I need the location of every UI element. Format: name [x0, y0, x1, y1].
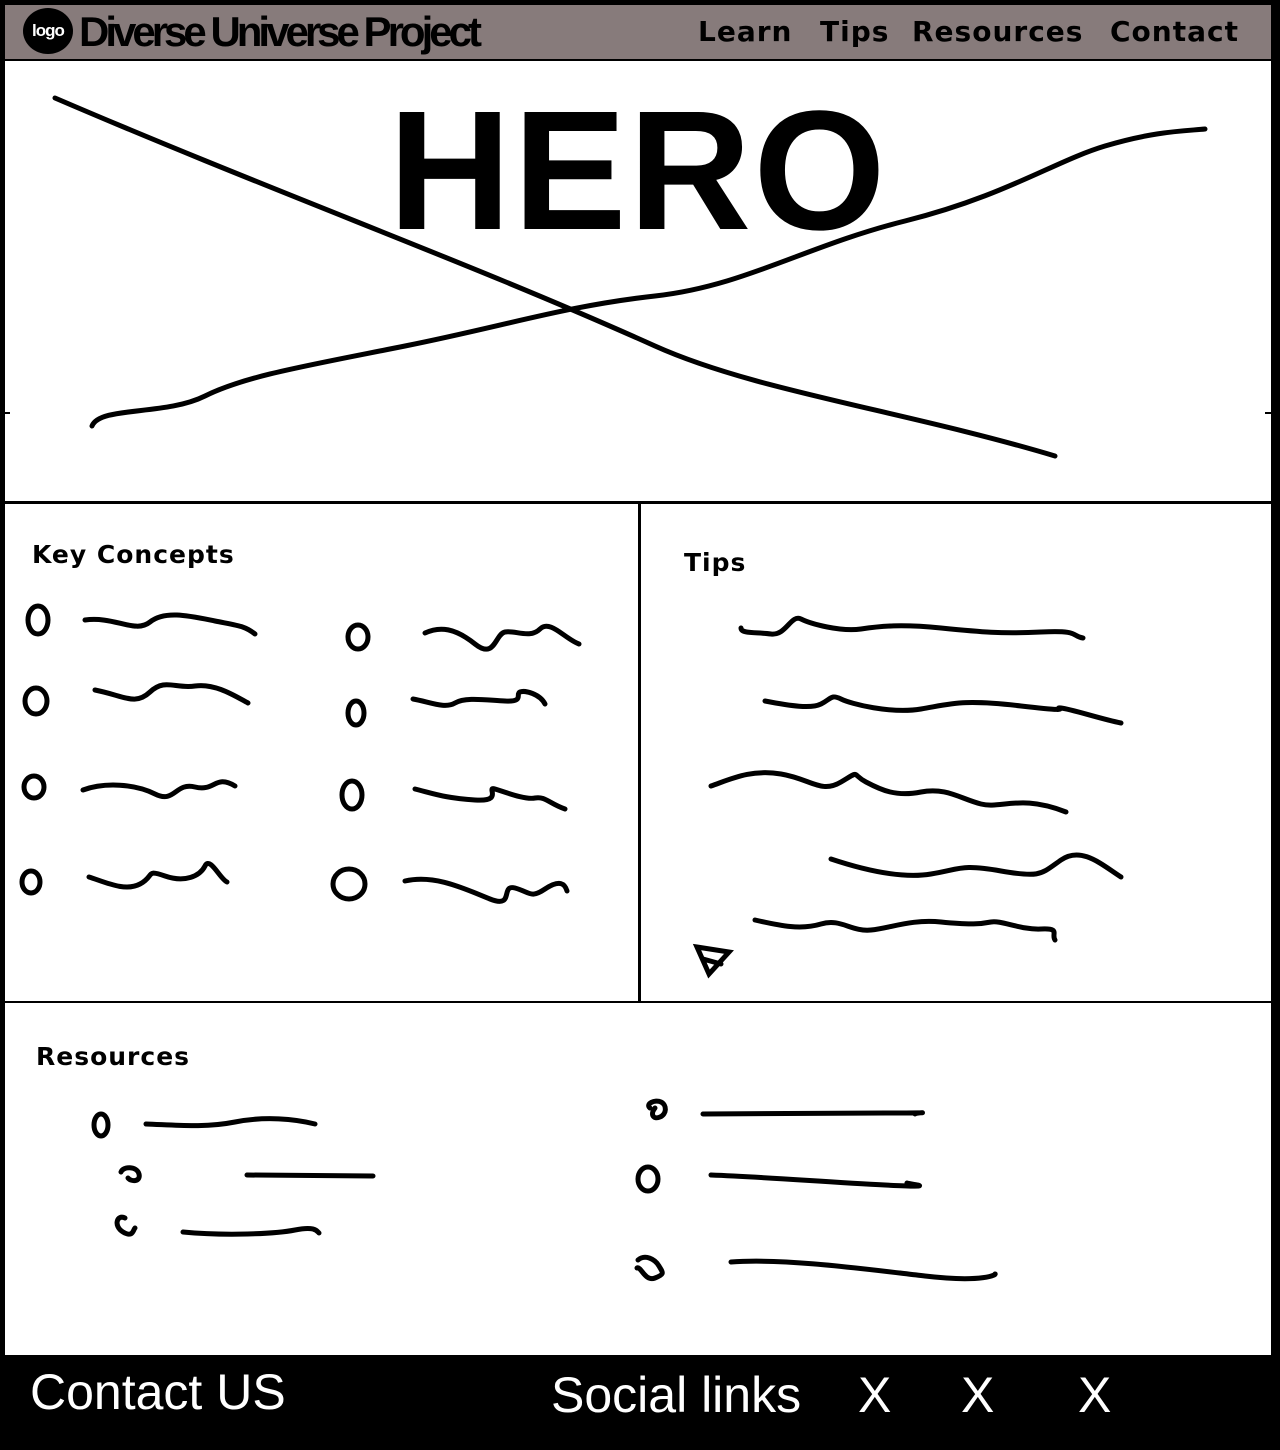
hero-placeholder-cross-icon	[5, 95, 1271, 459]
resources-title: Resources	[36, 1042, 191, 1071]
logo-icon[interactable]: logo	[23, 8, 73, 54]
nav-contact[interactable]: Contact	[1110, 15, 1239, 48]
hero-section: HERO	[5, 61, 1271, 504]
site-title[interactable]: Diverse Universe Project	[79, 8, 482, 55]
tips-section: Tips	[641, 504, 1271, 1003]
social-icon-2[interactable]: X	[961, 1367, 995, 1423]
nav-tips[interactable]: Tips	[820, 15, 890, 48]
nav-resources[interactable]: Resources	[912, 15, 1084, 48]
key-concepts-section: Key Concepts	[5, 504, 641, 1003]
key-concepts-title: Key Concepts	[32, 540, 235, 569]
key-concepts-placeholder-icon	[19, 603, 582, 904]
resources-placeholder-icon	[91, 1098, 998, 1282]
resources-section: Resources	[5, 1004, 1271, 1355]
hero-title: HERO	[388, 76, 888, 266]
footer-social-label: Social links	[551, 1367, 802, 1423]
social-icon-1[interactable]: X	[858, 1367, 892, 1423]
footer-contact-link[interactable]: Contact US	[30, 1364, 286, 1420]
tips-placeholder-icon	[692, 615, 1124, 979]
social-icon-3[interactable]: X	[1078, 1367, 1112, 1423]
page: logo Diverse Universe Project Learn Tips…	[5, 5, 1271, 1355]
site-header: logo Diverse Universe Project Learn Tips…	[5, 5, 1271, 61]
nav-learn[interactable]: Learn	[698, 15, 793, 48]
site-footer: Contact US Social links X X X	[0, 1355, 1280, 1450]
tips-title: Tips	[684, 548, 747, 577]
